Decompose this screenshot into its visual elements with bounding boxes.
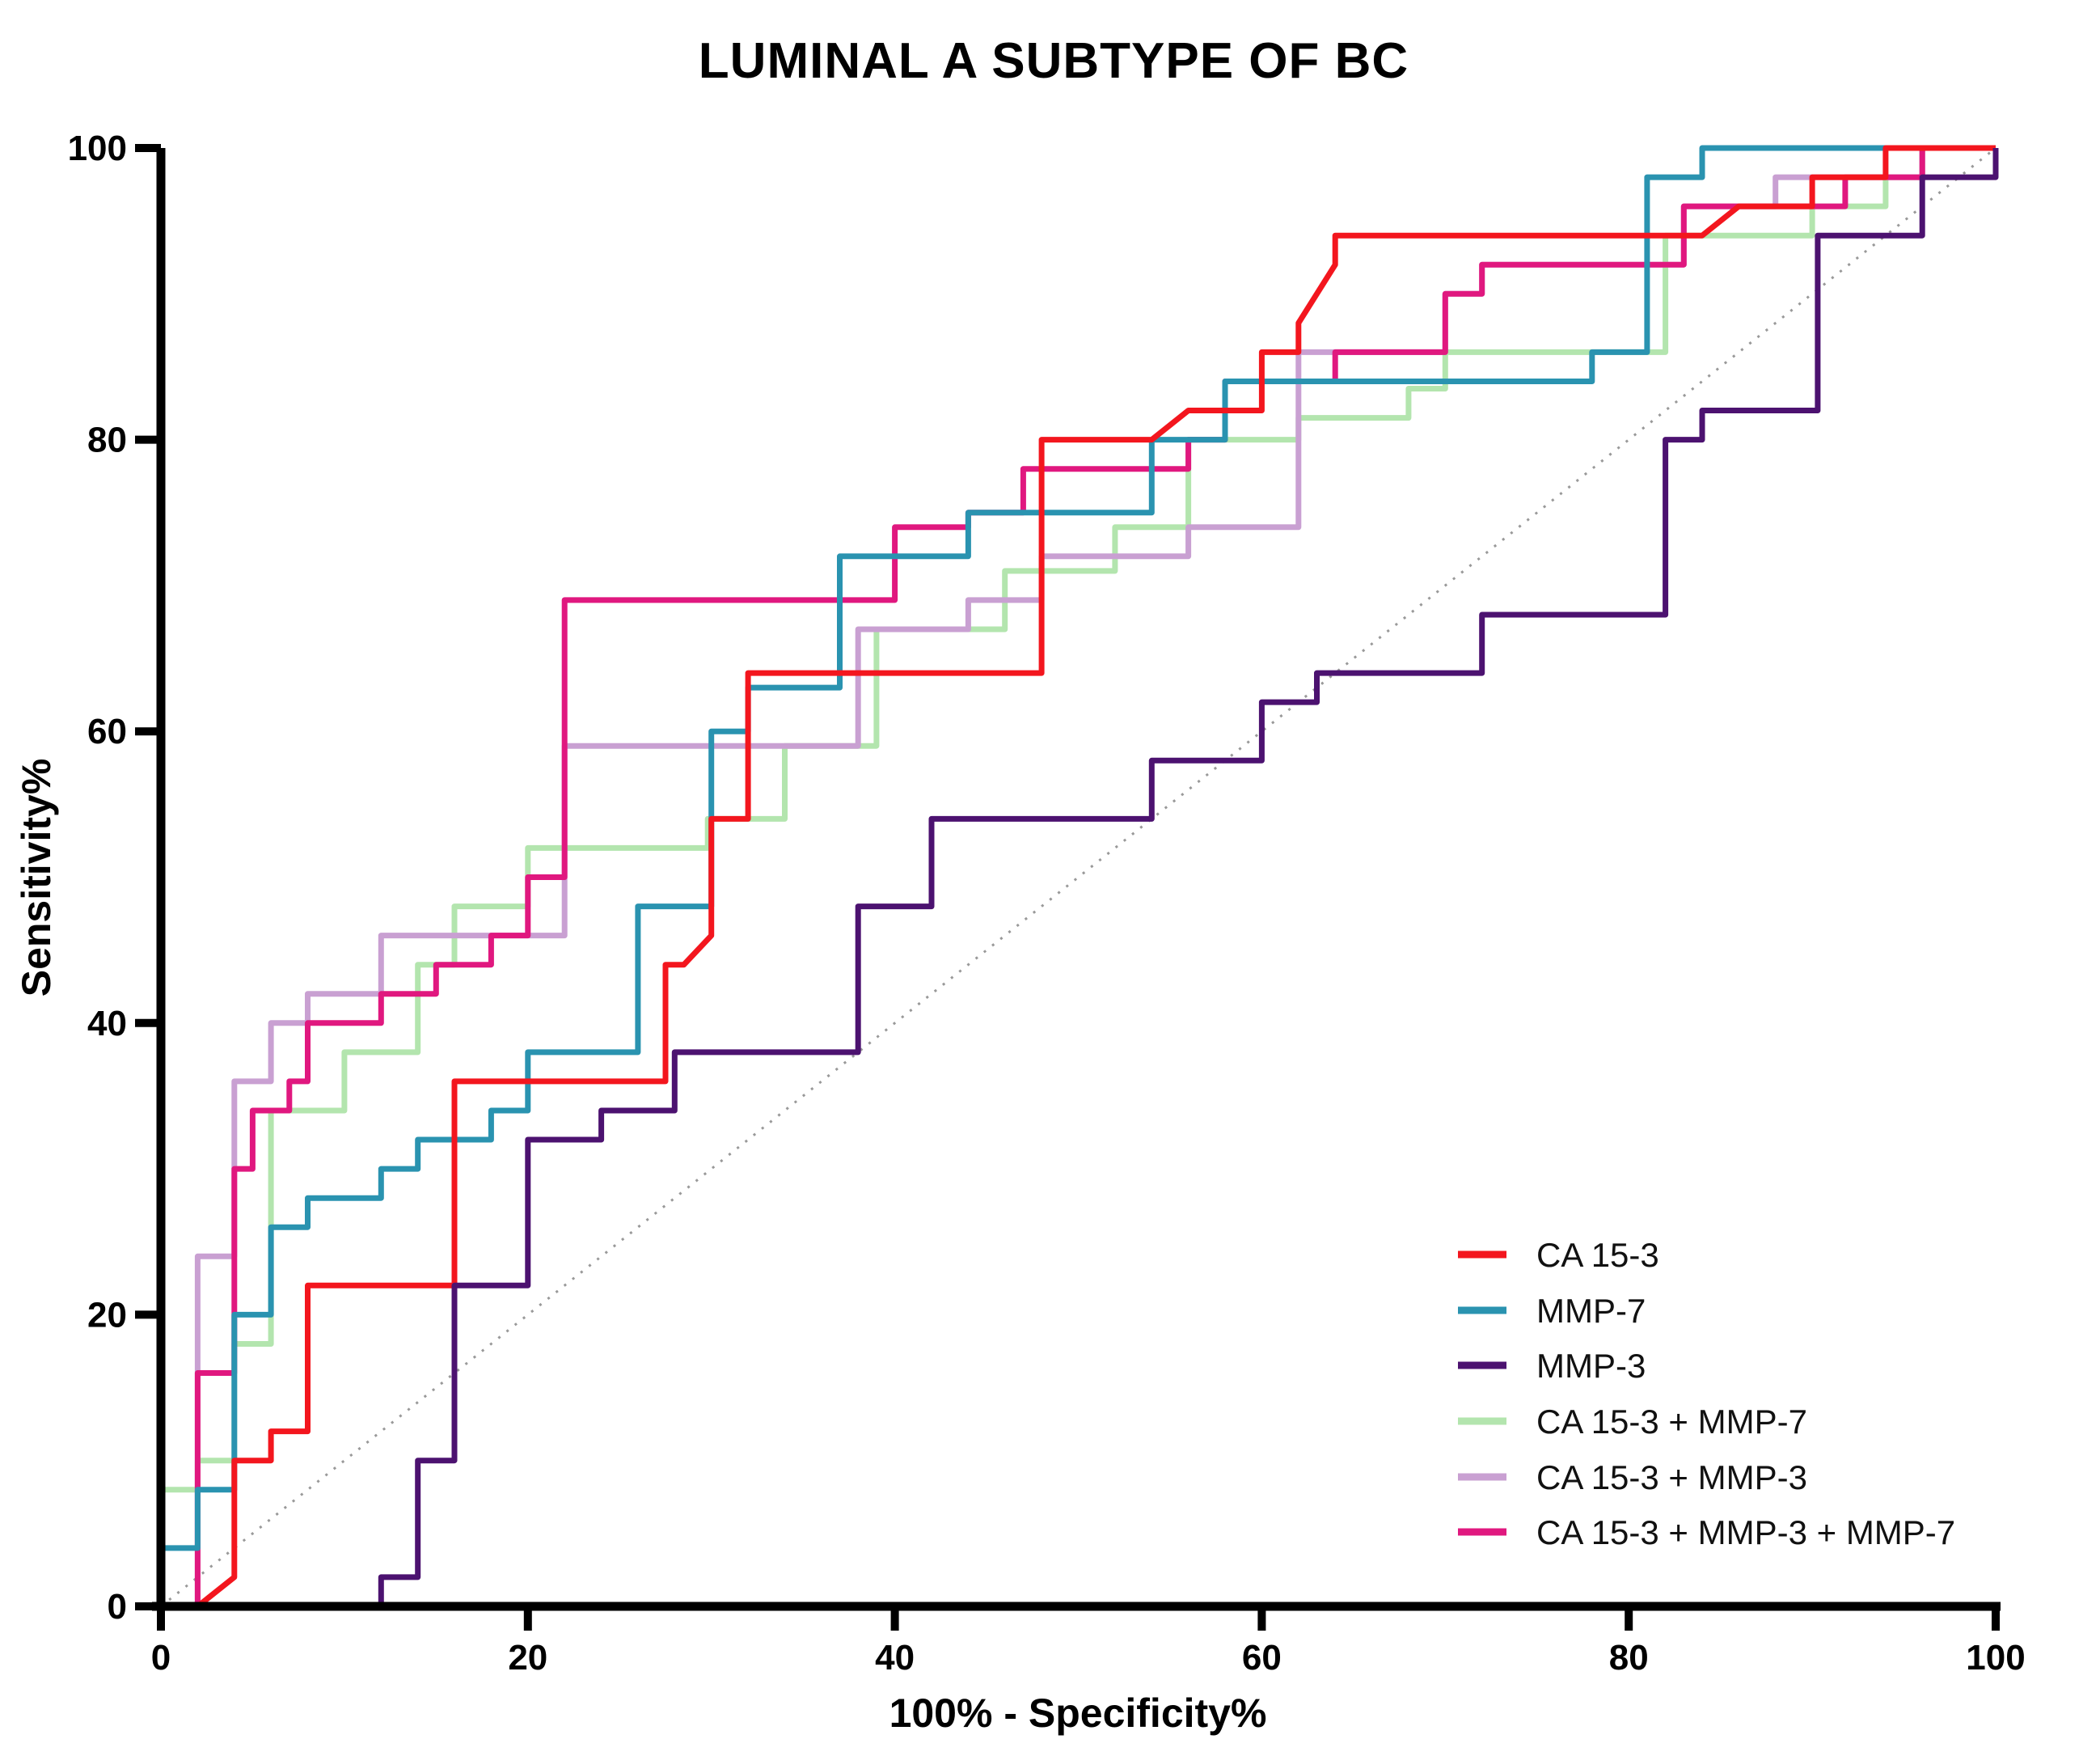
legend-label-ca-15-3: CA 15-3 (1536, 1236, 1659, 1274)
axes (152, 148, 2001, 1611)
legend-item-ca-15-3-mmp-3: CA 15-3 + MMP-3 (1458, 1458, 1807, 1496)
chart-title: LUMINAL A SUBTYPE OF BC (699, 33, 1409, 89)
legend-item-ca-15-3-mmp-7: CA 15-3 + MMP-7 (1458, 1403, 1807, 1441)
roc-curve-mmp-3 (161, 148, 1999, 1610)
x-tick-label-40: 40 (875, 1638, 915, 1678)
legend-item-mmp-7: MMP-7 (1458, 1292, 1646, 1330)
x-tick-label-100: 100 (1966, 1638, 2025, 1678)
identity-line (160, 146, 1996, 1608)
roc-curve-mmp-7 (158, 145, 1996, 1606)
x-axis-ticks: 0 20 40 60 80 100 (151, 1606, 2026, 1678)
y-axis-ticks: 0 20 40 60 80 100 (68, 129, 161, 1627)
legend-label-ca-15-3-mmp-3-mmp-7: CA 15-3 + MMP-3 + MMP-7 (1536, 1513, 1955, 1551)
x-tick-label-60: 60 (1242, 1638, 1282, 1678)
x-tick-label-20: 20 (508, 1638, 547, 1678)
x-tick-label-0: 0 (151, 1638, 171, 1678)
y-tick-label-80: 80 (87, 421, 127, 460)
y-tick-label-0: 0 (108, 1587, 127, 1627)
y-tick-label-20: 20 (87, 1295, 127, 1335)
y-tick-label-60: 60 (87, 712, 127, 751)
x-tick-label-80: 80 (1609, 1638, 1649, 1678)
legend-label-ca-15-3-mmp-3: CA 15-3 + MMP-3 (1536, 1458, 1807, 1496)
legend-label-mmp-7: MMP-7 (1536, 1292, 1646, 1330)
roc-curve-ca-15-3-mmp-3-mmp-7 (161, 145, 1996, 1610)
roc-curves (158, 145, 1999, 1610)
legend-item-ca-15-3-mmp-3-mmp-7: CA 15-3 + MMP-3 + MMP-7 (1458, 1513, 1955, 1551)
legend-label-mmp-3: MMP-3 (1536, 1347, 1646, 1385)
roc-curve-ca-15-3 (161, 145, 1996, 1610)
legend-label-ca-15-3-mmp-7: CA 15-3 + MMP-7 (1536, 1403, 1807, 1441)
identity-reference-line (160, 146, 1996, 1608)
y-tick-label-40: 40 (87, 1004, 127, 1043)
legend-item-mmp-3: MMP-3 (1458, 1347, 1646, 1385)
legend: CA 15-3 MMP-7 MMP-3 CA 15-3 + MMP-7 CA 15-3 … (1458, 1236, 1955, 1551)
legend-item-ca-15-3: CA 15-3 (1458, 1236, 1659, 1274)
x-axis-title: 100% - Specificity% (889, 1690, 1267, 1736)
y-axis-title: Sensitivity% (14, 759, 59, 997)
y-tick-label-100: 100 (68, 129, 127, 168)
